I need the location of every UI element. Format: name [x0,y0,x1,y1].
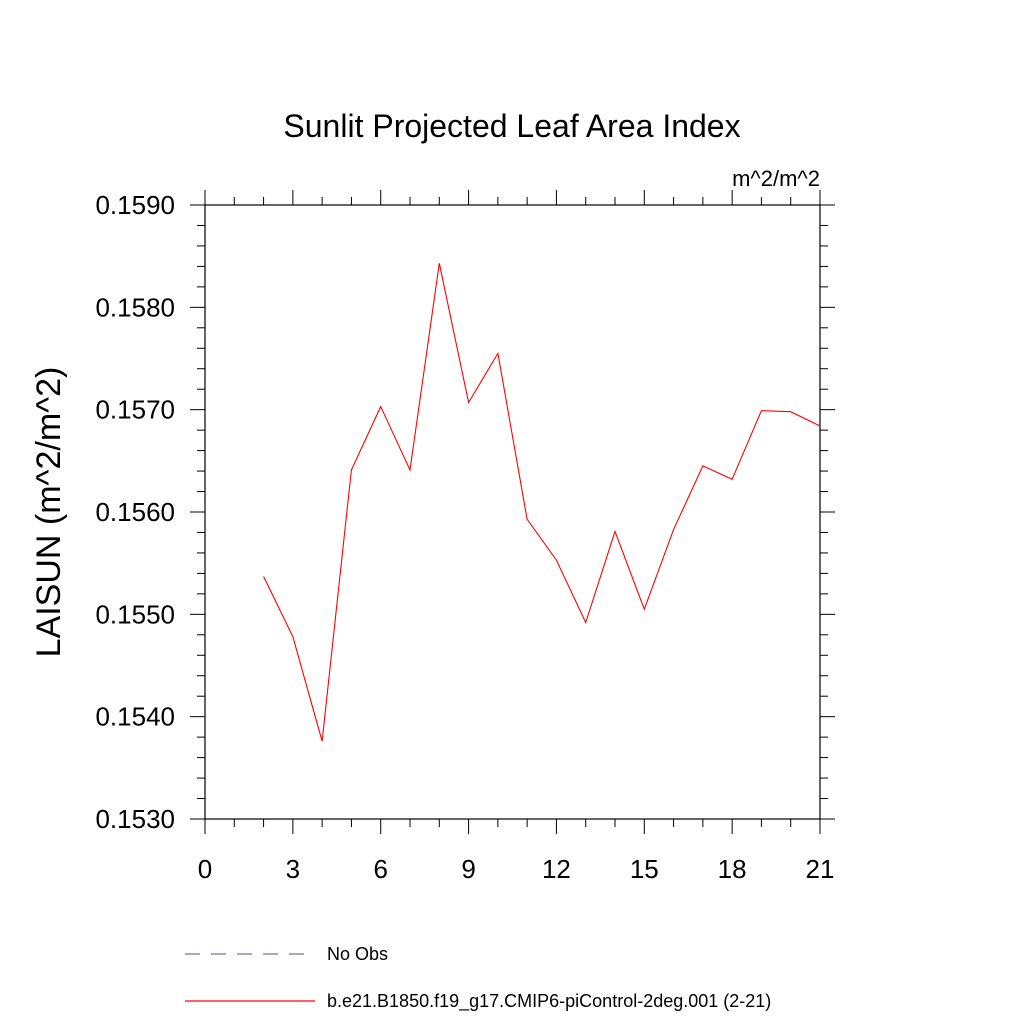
series-line [263,263,821,742]
y-tick-label: 0.1590 [95,190,175,220]
legend: No Obs b.e21.B1850.f19_g17.CMIP6-piContr… [185,944,771,1012]
y-tick-label: 0.1580 [95,292,175,322]
axis-ticks [190,190,835,834]
x-tick-label: 18 [718,854,747,884]
units-label: m^2/m^2 [732,166,820,191]
x-tick-label: 12 [542,854,571,884]
x-tick-label: 6 [373,854,387,884]
x-tick-label: 9 [461,854,475,884]
data-series [263,263,821,742]
y-tick-label: 0.1560 [95,497,175,527]
y-axis-label: LAISUN (m^2/m^2) [30,367,68,658]
legend-label-no-obs: No Obs [327,944,388,964]
axis-tick-labels: 0 3 6 9 12 15 18 21 0.1530 0.1540 0.1550 0.1560 0.15… [95,190,834,884]
x-tick-label: 21 [806,854,835,884]
x-tick-label: 0 [198,854,212,884]
legend-label-model: b.e21.B1850.f19_g17.CMIP6-piControl-2deg… [327,991,771,1012]
y-tick-label: 0.1550 [95,599,175,629]
y-tick-label: 0.1540 [95,702,175,732]
y-tick-label: 0.1570 [95,395,175,425]
chart-title: Sunlit Projected Leaf Area Index [283,108,740,144]
plot-area-frame [204,204,821,820]
x-tick-label: 3 [286,854,300,884]
y-tick-label: 0.1530 [95,804,175,834]
x-tick-label: 15 [630,854,659,884]
